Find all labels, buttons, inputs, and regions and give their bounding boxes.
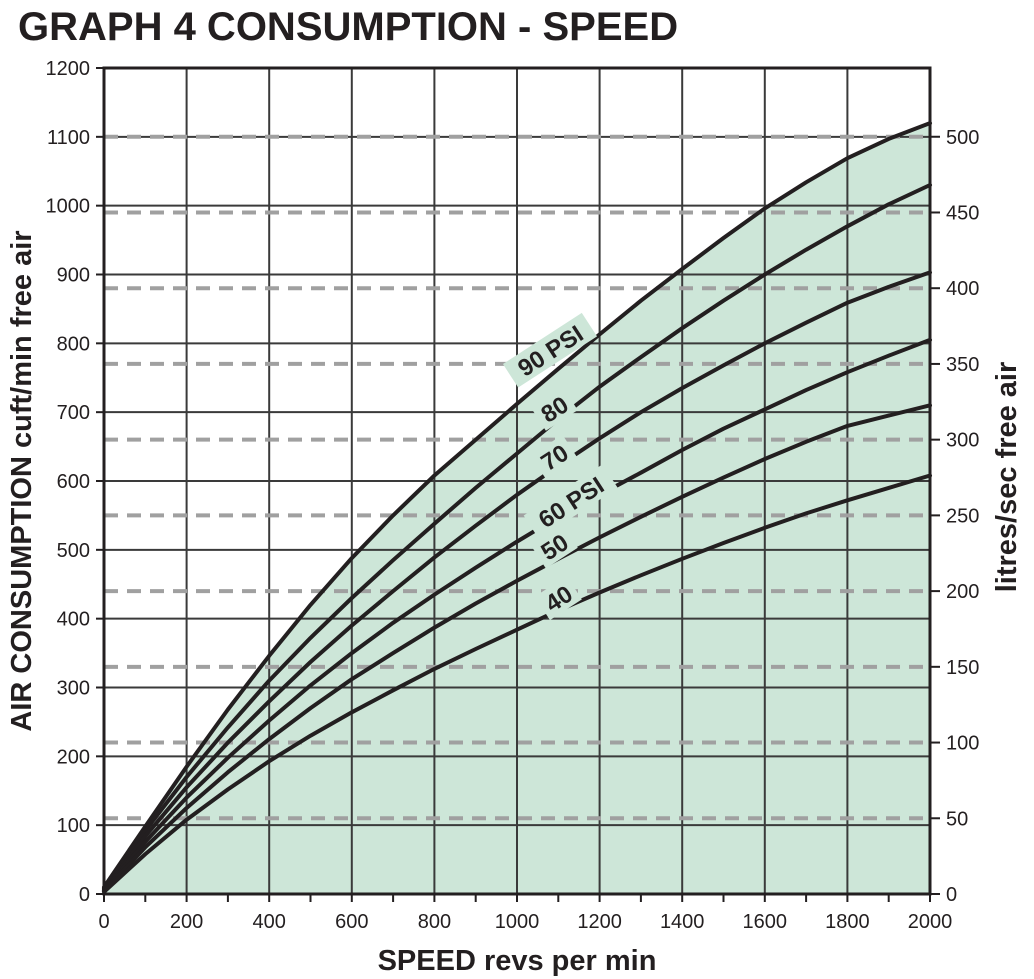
x-tick-label: 1000 <box>495 911 540 933</box>
series-label-background <box>530 434 578 479</box>
series-label-background <box>502 312 598 388</box>
y-tick-label: 300 <box>57 678 90 700</box>
x-axis-label: SPEED revs per min <box>378 945 657 977</box>
y2-tick-label: 0 <box>946 884 957 906</box>
y2-tick-label: 50 <box>946 808 968 830</box>
y-tick-label: 1100 <box>47 127 90 149</box>
y-tick-label: 700 <box>57 402 90 424</box>
y-tick-label: 1200 <box>46 58 91 80</box>
y-tick-label: 600 <box>57 471 90 493</box>
series-line-80 <box>102 183 932 891</box>
y-tick-label: 100 <box>57 815 90 837</box>
series-label-background <box>530 386 578 431</box>
y2-tick-label: 250 <box>946 505 979 527</box>
y-axis-label: AIR CONSUMPTION cuft/min free air <box>6 230 38 731</box>
y-tick-label: 0 <box>79 884 90 906</box>
y-tick-label: 900 <box>57 265 90 287</box>
y2-tick-label: 400 <box>946 278 979 300</box>
y2-tick-label: 300 <box>946 430 979 452</box>
series-line-40 <box>102 473 932 894</box>
x-tick-label: 2000 <box>908 911 953 933</box>
y2-tick-label: 500 <box>946 127 979 149</box>
series-line-70 <box>102 270 932 892</box>
x-tick-label: 1800 <box>825 911 870 933</box>
y2-tick-label: 200 <box>946 581 979 603</box>
chart-title: GRAPH 4 CONSUMPTION - SPEED <box>18 5 678 49</box>
series-line-90-psi <box>102 121 932 890</box>
series-label-background <box>523 464 618 540</box>
y-tick-label: 400 <box>57 609 90 631</box>
series-line-50 <box>102 403 932 894</box>
y-tick-label: 500 <box>57 540 90 562</box>
y-tick-label: 800 <box>57 333 90 355</box>
x-tick-label: 600 <box>335 911 368 933</box>
y2-tick-label: 450 <box>946 202 979 224</box>
y2-tick-label: 350 <box>946 354 979 376</box>
y2-axis-label: litres/sec free air <box>991 362 1023 593</box>
y-tick-label: 1000 <box>46 196 91 218</box>
series-line-60-psi <box>102 337 932 893</box>
y2-tick-label: 100 <box>946 733 979 755</box>
x-tick-label: 1400 <box>660 911 705 933</box>
y-tick-label: 200 <box>57 746 90 768</box>
x-tick-label: 0 <box>98 911 109 933</box>
x-tick-label: 1600 <box>743 911 788 933</box>
x-tick-label: 1200 <box>577 911 622 933</box>
x-tick-label: 400 <box>253 911 286 933</box>
series-label-background <box>530 524 578 569</box>
y2-tick-label: 150 <box>946 657 979 679</box>
series-label-background <box>534 575 582 621</box>
x-tick-label: 800 <box>418 911 451 933</box>
x-tick-label: 200 <box>170 911 203 933</box>
